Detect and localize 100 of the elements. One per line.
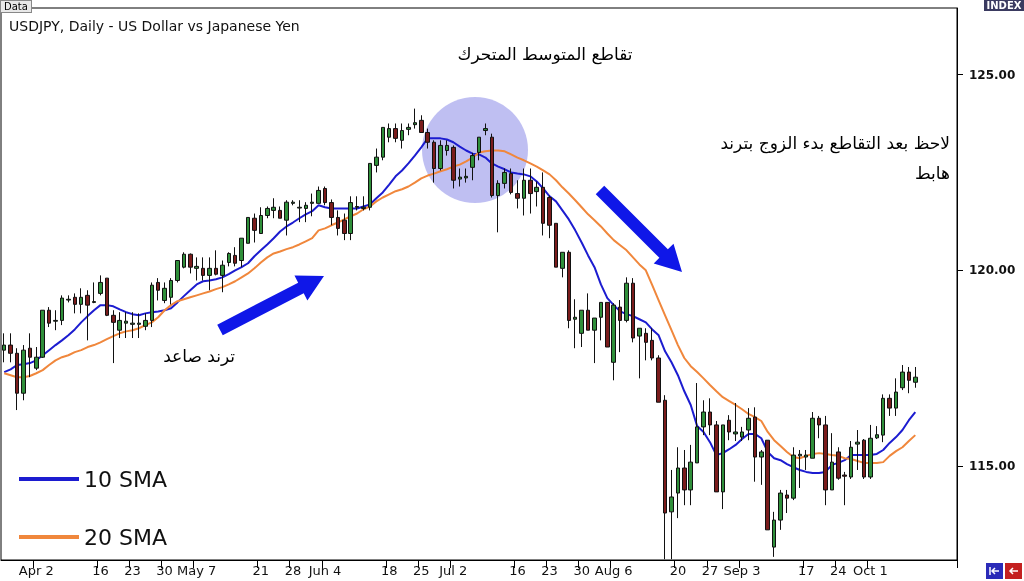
candlestick — [393, 122, 398, 143]
candlestick — [887, 393, 892, 417]
x-tick-label: Apr 2 — [18, 563, 54, 578]
candlestick — [8, 332, 13, 363]
candlestick — [586, 292, 590, 331]
candlestick — [900, 364, 905, 391]
candlestick — [323, 186, 327, 206]
x-tick-label: Oct 1 — [852, 563, 888, 578]
candlestick — [124, 311, 128, 339]
candlestick — [753, 406, 757, 483]
candlestick — [79, 287, 83, 314]
candlestick — [554, 222, 558, 268]
candlestick — [458, 168, 462, 188]
candlestick — [310, 193, 314, 217]
y-tick-label: 115.00 — [969, 459, 1016, 474]
x-tick-label: Sep 3 — [723, 563, 761, 578]
candlestick — [336, 209, 340, 236]
candlestick — [727, 414, 731, 441]
candlestick — [214, 249, 218, 276]
candlestick — [791, 446, 796, 501]
candlestick — [618, 299, 622, 353]
candlestick — [470, 152, 475, 181]
candlestick — [130, 311, 135, 339]
candlestick — [669, 469, 674, 560]
candlestick — [676, 446, 680, 519]
candlestick — [291, 199, 295, 206]
x-tick-label: 25 — [412, 563, 430, 578]
candlestick — [156, 277, 160, 301]
candlestick — [477, 136, 481, 161]
x-tick-label: 30 — [573, 563, 590, 578]
candlestick — [810, 411, 815, 459]
x-tick-label: Jun 4 — [307, 563, 342, 578]
candlestick — [881, 393, 885, 443]
candlestick — [85, 289, 90, 341]
candlestick — [92, 281, 96, 304]
annotation: تقاطع المتوسط المتحرك — [456, 44, 634, 64]
candlestick — [227, 251, 231, 267]
candlestick — [361, 195, 366, 211]
x-tick-label: Jul 2 — [438, 563, 468, 578]
annotation: ترند صاعد — [162, 346, 235, 366]
candlestick — [374, 148, 379, 173]
candlestick — [560, 251, 565, 278]
x-tick-label: 23 — [541, 563, 558, 578]
candlestick — [701, 399, 706, 436]
legend-label: 10 SMA — [84, 466, 167, 492]
candlestick — [740, 426, 744, 442]
candlestick — [464, 168, 468, 184]
candlestick — [644, 327, 648, 361]
candlestick — [772, 511, 776, 558]
candlestick — [252, 213, 257, 243]
candlestick — [66, 294, 71, 303]
candlestick — [637, 327, 642, 379]
candlestick — [496, 179, 500, 233]
candlestick — [201, 256, 205, 281]
candlestick — [304, 201, 308, 223]
x-tick-label: 16 — [92, 563, 109, 578]
x-tick-label: 30 — [156, 563, 173, 578]
candlestick — [509, 168, 513, 195]
candlestick — [15, 347, 19, 411]
candlestick — [849, 440, 853, 480]
candlestick — [907, 366, 911, 394]
candlestick — [73, 292, 77, 314]
x-tick-label: May 7 — [177, 563, 217, 578]
candlestick — [175, 260, 180, 283]
y-tick-label: 125.00 — [969, 67, 1016, 82]
candlestick — [259, 206, 263, 234]
candlestick — [547, 195, 552, 239]
candlestick — [875, 425, 879, 440]
candlestick — [656, 354, 661, 403]
x-tick-label: 17 — [797, 563, 815, 578]
candlestick — [624, 276, 629, 323]
candlestick — [868, 424, 873, 480]
candlestick — [220, 260, 225, 293]
candlestick — [785, 489, 789, 514]
candlestick — [721, 424, 725, 510]
candlestick — [631, 277, 635, 343]
x-tick-label: 24 — [830, 563, 847, 578]
candlestick — [368, 162, 372, 211]
candlestick — [746, 407, 751, 441]
candlestick — [284, 199, 289, 236]
candlestick — [541, 171, 545, 236]
candlestick — [150, 281, 154, 328]
candlestick — [246, 216, 250, 244]
candlestick — [432, 139, 436, 184]
candlestick — [483, 122, 488, 136]
x-tick-label: 16 — [509, 563, 526, 578]
candlestick — [182, 251, 186, 269]
candlestick — [406, 122, 411, 136]
candlestick — [413, 108, 417, 130]
candlestick — [98, 274, 103, 296]
legend-label: 20 SMA — [84, 524, 167, 550]
text: INDEX — [984, 0, 1024, 11]
candlestick — [714, 420, 719, 493]
candlestick — [567, 249, 571, 329]
candlestick — [60, 294, 64, 326]
x-tick-label: 23 — [124, 563, 141, 578]
candlestick — [804, 449, 808, 471]
candlestick — [47, 306, 51, 328]
candlestick — [400, 122, 404, 150]
candlestick — [297, 199, 302, 223]
